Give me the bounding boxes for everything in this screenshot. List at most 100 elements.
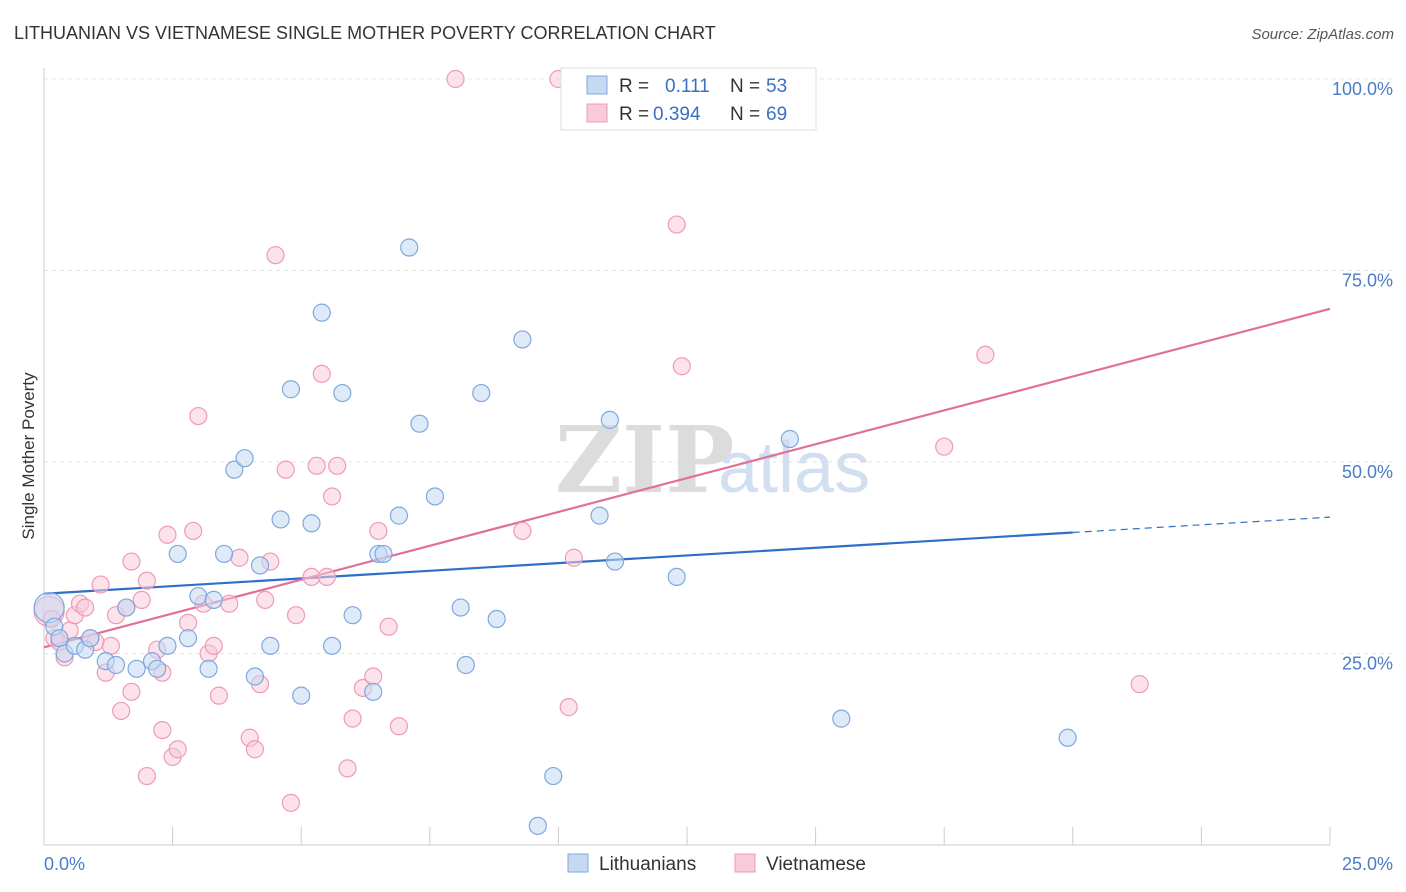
point-vietnamese <box>132 590 151 609</box>
point-vietnamese <box>343 709 362 728</box>
point-lithuanians <box>214 544 234 564</box>
point-vietnamese <box>122 552 141 571</box>
point-lithuanians <box>667 567 686 587</box>
point-lithuanians <box>189 586 208 606</box>
point-lithuanians <box>225 460 244 479</box>
watermark: ZIP atlas <box>555 406 870 514</box>
series-legend-swatch-vietnamese <box>734 853 756 873</box>
point-lithuanians <box>1058 728 1077 747</box>
point-vietnamese <box>667 215 686 234</box>
point-lithuanians <box>204 590 223 609</box>
point-lithuanians <box>832 709 851 728</box>
point-lithuanians <box>250 556 270 575</box>
point-lithuanians <box>451 598 470 617</box>
point-vietnamese <box>178 613 198 632</box>
point-lithuanians <box>389 506 409 525</box>
trend-line-0 <box>43 531 1073 595</box>
point-lithuanians <box>544 766 563 786</box>
series-legend-swatch-lithuanians <box>567 853 589 873</box>
y-axis-title: Single Mother Poverty <box>19 372 38 540</box>
legend-r-label-2: R = <box>619 104 649 125</box>
point-vietnamese <box>312 364 331 384</box>
point-lithuanians <box>281 380 301 399</box>
point-vietnamese <box>184 521 203 541</box>
point-vietnamese <box>281 793 301 812</box>
series-legend: Lithuanians Vietnamese <box>567 853 866 875</box>
point-vietnamese <box>122 682 141 701</box>
trend-line-1 <box>43 307 1331 649</box>
point-vietnamese <box>91 575 110 594</box>
point-lithuanians <box>168 544 187 564</box>
x-tick-label-min: 0.0% <box>44 854 85 874</box>
y-tick-labels: 25.0% 50.0% 75.0% 100.0% <box>1332 79 1393 674</box>
point-vietnamese <box>204 636 223 655</box>
legend-n-label-2: N = <box>730 104 760 125</box>
point-vietnamese <box>286 606 306 625</box>
point-lithuanians <box>364 682 383 701</box>
point-lithuanians <box>528 816 547 835</box>
point-vietnamese <box>266 246 285 265</box>
point-vietnamese <box>338 759 357 778</box>
data-points <box>33 69 1149 835</box>
point-vietnamese <box>209 686 228 705</box>
legend-n-label-1: N = <box>730 76 760 97</box>
y-tick-label: 50.0% <box>1342 462 1393 482</box>
chart-title: LITHUANIAN VS VIETNAMESE SINGLE MOTHER P… <box>14 23 716 43</box>
point-lithuanians <box>302 514 321 533</box>
point-vietnamese <box>446 69 465 89</box>
legend-n-value-1: 53 <box>766 76 787 97</box>
point-lithuanians <box>456 655 475 675</box>
point-vietnamese <box>364 667 383 686</box>
point-vietnamese <box>168 740 187 759</box>
y-tick-label: 100.0% <box>1332 79 1393 99</box>
point-lithuanians <box>487 609 506 629</box>
point-vietnamese <box>513 521 532 541</box>
point-lithuanians <box>292 686 311 705</box>
point-vietnamese <box>389 717 409 736</box>
point-lithuanians <box>33 591 65 624</box>
legend-swatch-lithuanians <box>586 75 608 95</box>
point-vietnamese <box>564 548 583 567</box>
point-lithuanians <box>261 636 280 655</box>
point-vietnamese <box>276 460 295 479</box>
point-vietnamese <box>322 487 342 506</box>
point-vietnamese <box>256 590 275 609</box>
point-vietnamese <box>369 521 388 541</box>
point-vietnamese <box>189 406 208 426</box>
point-vietnamese <box>137 571 156 590</box>
y-tick-label: 75.0% <box>1342 271 1393 291</box>
point-lithuanians <box>50 629 69 648</box>
point-vietnamese <box>101 636 120 655</box>
point-vietnamese <box>302 567 321 587</box>
point-vietnamese <box>158 525 177 544</box>
x-tick-label-max: 25.0% <box>1342 854 1393 874</box>
point-lithuanians <box>117 598 136 617</box>
point-vietnamese <box>976 345 995 364</box>
point-lithuanians <box>322 636 342 655</box>
point-vietnamese <box>307 456 326 475</box>
point-lithuanians <box>425 487 445 506</box>
point-lithuanians <box>312 303 331 322</box>
gridlines <box>44 78 1393 654</box>
point-vietnamese <box>76 598 95 617</box>
point-lithuanians <box>600 410 619 429</box>
legend-swatch-vietnamese <box>586 103 608 123</box>
point-lithuanians <box>178 629 198 648</box>
point-lithuanians <box>199 659 218 678</box>
point-lithuanians <box>343 606 362 625</box>
point-vietnamese <box>245 740 265 759</box>
point-vietnamese <box>1130 675 1149 694</box>
point-lithuanians <box>127 659 146 678</box>
point-lithuanians <box>400 238 419 257</box>
point-vietnamese <box>672 357 691 376</box>
point-vietnamese <box>317 567 337 587</box>
legend-n-value-2: 69 <box>766 104 787 125</box>
point-vietnamese <box>230 548 249 567</box>
point-vietnamese <box>153 720 172 740</box>
point-vietnamese <box>220 594 239 613</box>
point-vietnamese <box>137 766 156 786</box>
point-lithuanians <box>513 330 532 349</box>
point-lithuanians <box>245 667 265 686</box>
point-vietnamese <box>112 701 131 721</box>
